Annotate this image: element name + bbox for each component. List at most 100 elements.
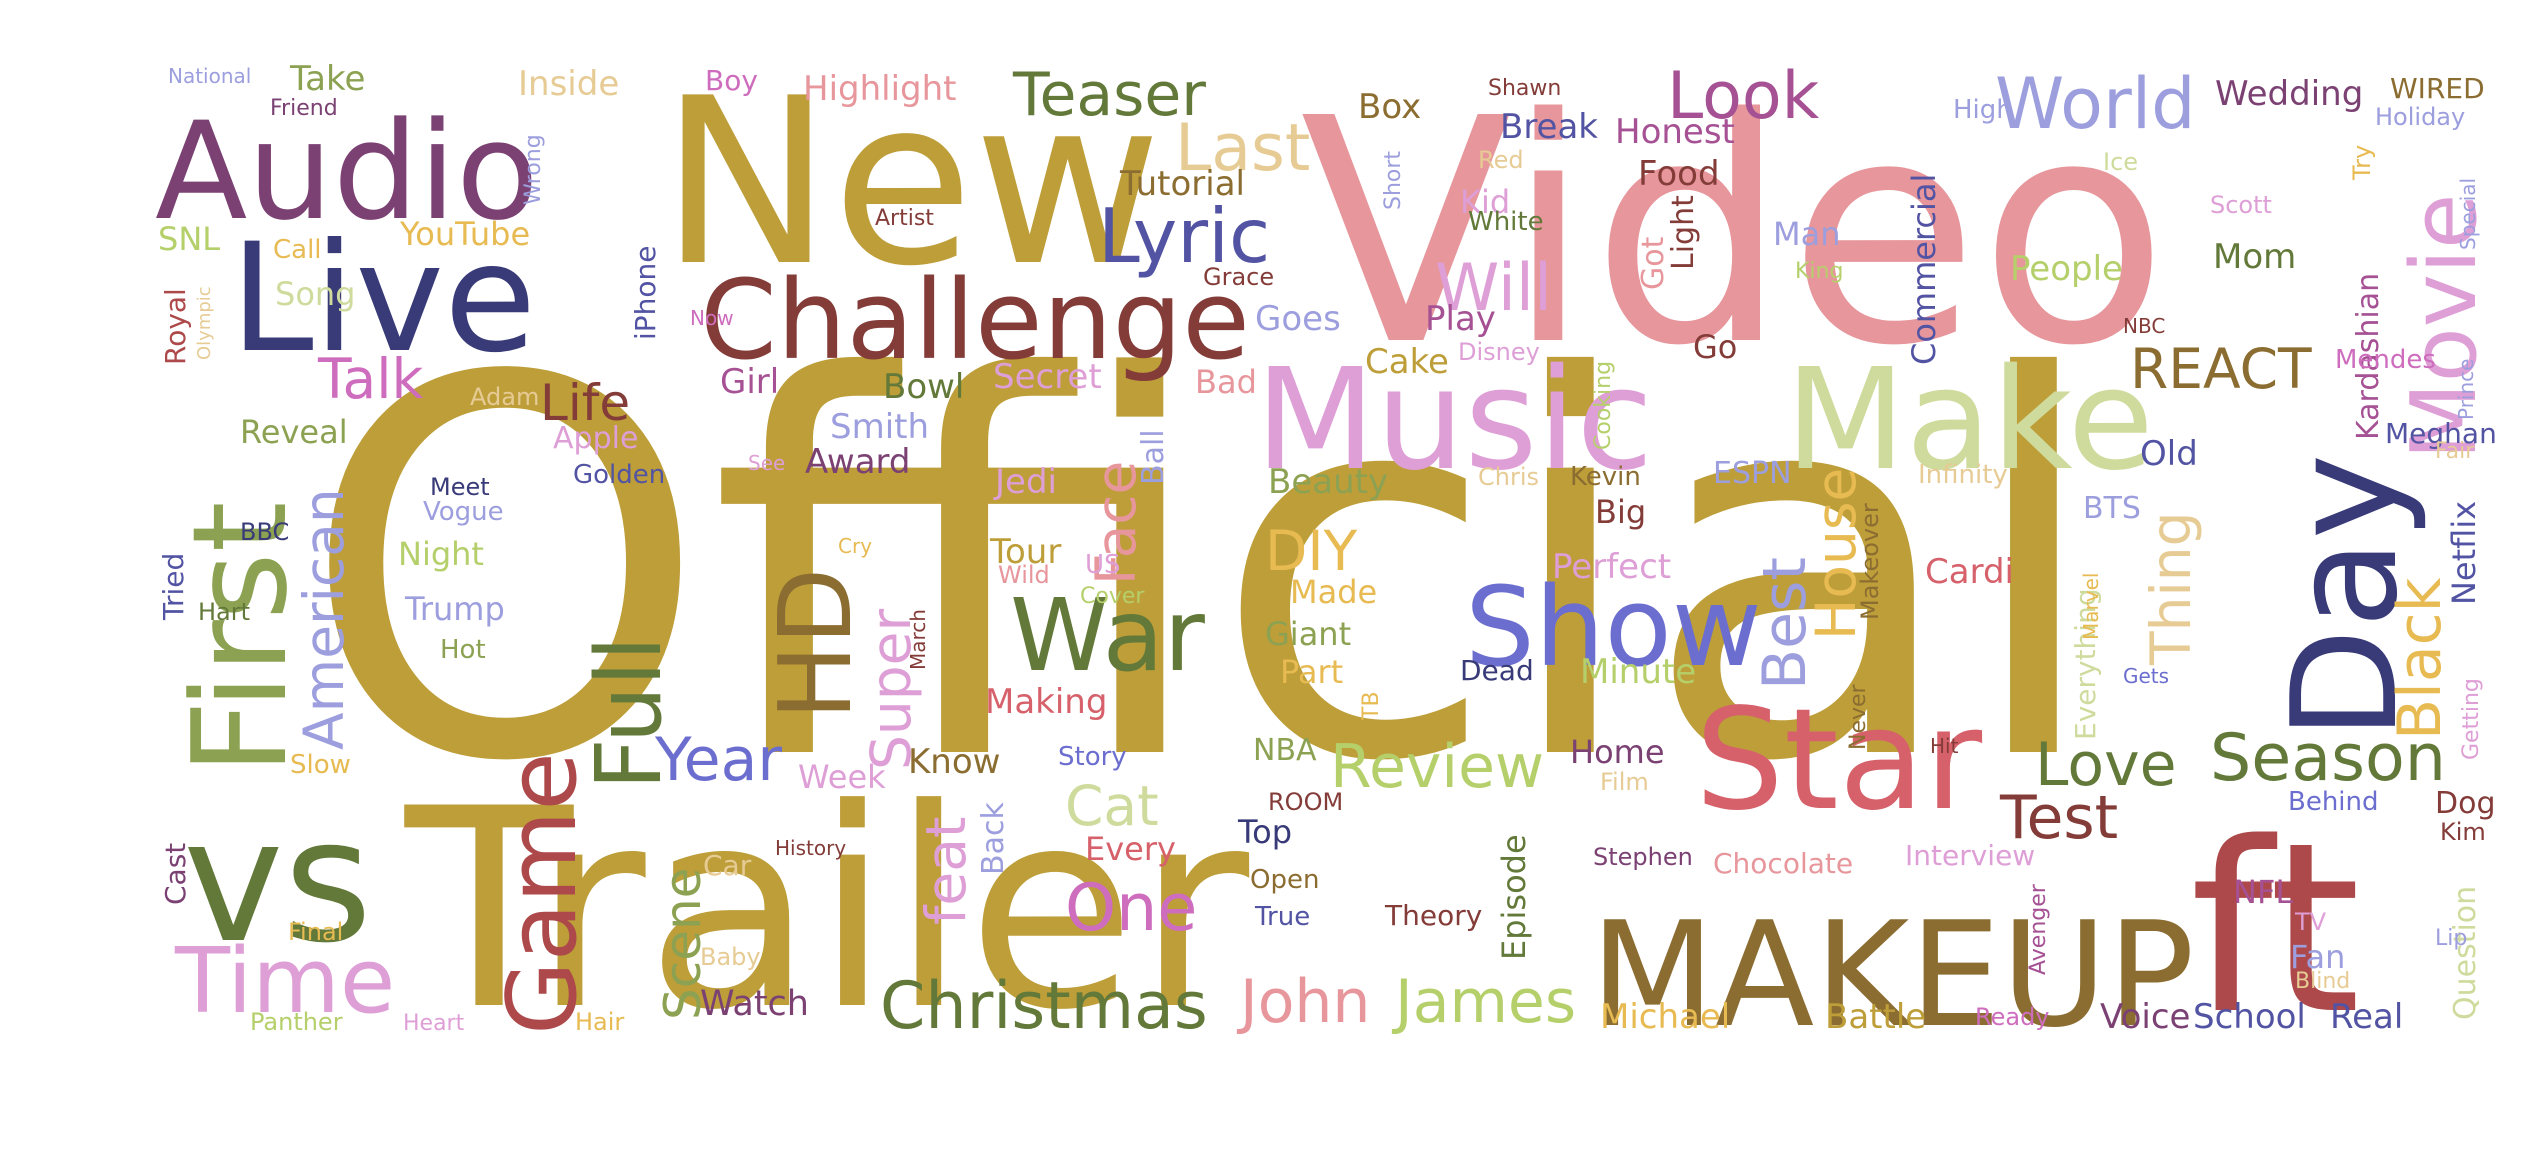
word-challenge: Challenge (700, 256, 1250, 384)
word-back: Back (976, 802, 1011, 875)
word-history: History (775, 836, 846, 860)
word-cry: Cry (838, 534, 872, 558)
word-tb: TB (1359, 691, 1384, 721)
word-night: Night (398, 535, 484, 573)
word-home: Home (1570, 733, 1665, 771)
word-heart: Heart (403, 1011, 465, 1036)
word-know: Know (908, 742, 1000, 782)
word-one: One (1065, 871, 1197, 946)
word-review: Review (1330, 732, 1544, 802)
word-tour: Tour (989, 532, 1061, 572)
word-life: Life (540, 374, 630, 432)
word-music: Music (1255, 339, 1653, 502)
word-wired: WIRED (2390, 72, 2485, 105)
word-see: See (748, 451, 785, 475)
word-school: School (2193, 997, 2306, 1037)
word-infinity: Infinity (1918, 460, 2008, 490)
word-bbc: BBC (240, 518, 289, 546)
word-wild: Wild (998, 561, 1050, 589)
word-kardashian: Kardashian (2351, 273, 2386, 440)
word-nbc: NBC (2123, 314, 2165, 338)
word-meghan: Meghan (2385, 417, 2497, 450)
word-voice: Voice (2100, 997, 2190, 1037)
word-olympic: Olympic (194, 286, 215, 360)
word-honest: Honest (1615, 112, 1735, 152)
word-youtube: YouTube (399, 215, 530, 253)
word-call: Call (273, 235, 322, 265)
word-chris: Chris (1478, 463, 1539, 491)
word-iphone: iPhone (629, 245, 662, 340)
word-got: Got (1636, 236, 1671, 290)
word-season: Season (2210, 721, 2446, 796)
word-short: Short (1381, 151, 1406, 210)
word-play: Play (1425, 299, 1496, 339)
word-chocolate: Chocolate (1713, 847, 1853, 880)
word-michael: Michael (1600, 997, 1730, 1037)
word-slow: Slow (290, 750, 351, 780)
word-black: Black (2385, 577, 2455, 740)
word-meet: Meet (430, 473, 490, 501)
word-kid: Kid (1460, 183, 1510, 221)
word-minute: Minute (1580, 652, 1696, 692)
word-behind: Behind (2288, 787, 2379, 817)
word-top: Top (1237, 813, 1292, 851)
word-official: Official (300, 269, 2106, 875)
word-beauty: Beauty (1268, 462, 1388, 502)
word-cast: Cast (159, 843, 192, 905)
word-red: Red (1478, 146, 1524, 174)
word-now: Now (690, 306, 734, 330)
word-watch: Watch (700, 984, 809, 1024)
word-snl: SNL (158, 220, 220, 258)
word-friend: Friend (270, 96, 338, 121)
word-marvel: Marvel (2079, 573, 2103, 640)
word-part: Part (1280, 653, 1343, 691)
word-lip: Lip (2435, 926, 2467, 951)
word-shawn: Shawn (1488, 76, 1561, 101)
word-live: Live (230, 212, 536, 386)
word-kevin: Kevin (1570, 462, 1641, 492)
word-take: Take (289, 59, 365, 99)
word-james: James (1391, 967, 1576, 1037)
word-thing: Thing (2139, 511, 2203, 666)
word-high: High (1953, 95, 2013, 125)
word-wedding: Wedding (2215, 74, 2363, 114)
word-cardi: Cardi (1925, 552, 2014, 592)
word-will: Will (1435, 251, 1552, 326)
word-teaser: Teaser (1012, 60, 1206, 130)
word-stephen: Stephen (1593, 843, 1693, 871)
word-john: John (1236, 967, 1370, 1037)
word-make: Make (1785, 339, 2154, 502)
word-commercial: Commercial (1905, 174, 1943, 365)
word-super: Super (859, 608, 923, 770)
word-look: Look (1667, 59, 1820, 134)
word-holiday: Holiday (2375, 103, 2465, 131)
word-avenger: Avenger (2026, 883, 2051, 975)
word-makeup: MAKEUP (1590, 891, 2195, 1060)
word-feat: feat (914, 817, 978, 925)
word-apple: Apple (553, 421, 638, 456)
word-dead: Dead (1460, 654, 1534, 687)
word-espn: ESPN (1713, 456, 1792, 491)
word-made: Made (1290, 573, 1377, 611)
word-people: People (2010, 249, 2123, 289)
word-prince: Prince (2454, 359, 2478, 420)
word-question: Question (2448, 886, 2483, 1020)
word-mom: Mom (2213, 237, 2296, 277)
word-ball: Ball (1136, 429, 1171, 485)
word-american: American (292, 488, 356, 750)
word-show: Show (1465, 563, 1762, 691)
word-kim: Kim (2440, 818, 2486, 846)
word-first: First (164, 501, 316, 775)
word-golden: Golden (573, 460, 665, 490)
word-audio: Audio (155, 93, 539, 250)
word-big: Big (1595, 493, 1646, 531)
word-week: Week (798, 758, 886, 796)
word-true: True (1254, 902, 1310, 932)
word-getting: Getting (2459, 678, 2484, 760)
word-cat: Cat (1065, 774, 1159, 838)
word-lyric: Lyric (1098, 192, 1270, 280)
word-march: March (906, 609, 930, 670)
word-artist: Artist (875, 206, 934, 231)
